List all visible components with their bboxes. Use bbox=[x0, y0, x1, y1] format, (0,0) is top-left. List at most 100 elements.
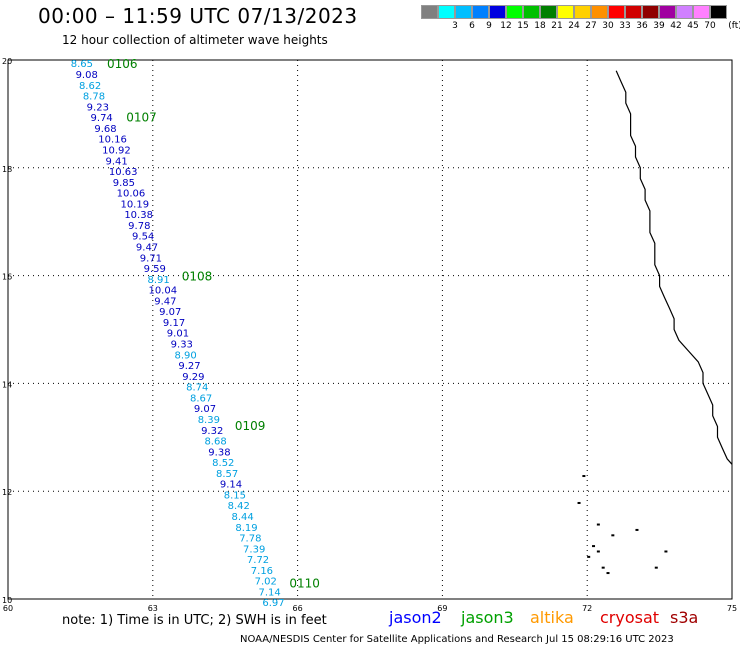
time-label: 0109 bbox=[235, 419, 266, 433]
wave-height-label: 9.14 bbox=[220, 480, 242, 491]
color-swatch bbox=[693, 5, 710, 19]
latitude-tick-label: 16 bbox=[2, 273, 12, 282]
map-subtitle: 12 hour collection of altimeter wave hei… bbox=[62, 33, 328, 47]
color-scale-tick: 39 bbox=[653, 21, 665, 31]
wave-height-label: 8.15 bbox=[224, 490, 246, 501]
wave-height-label: 7.16 bbox=[251, 566, 273, 577]
color-scale-tick: 30 bbox=[602, 21, 614, 31]
longitude-tick-label: 63 bbox=[148, 604, 158, 613]
wave-height-label: 9.32 bbox=[201, 426, 223, 437]
island bbox=[587, 555, 591, 558]
color-scale-tick: 9 bbox=[486, 21, 492, 31]
island bbox=[577, 501, 581, 504]
island bbox=[596, 523, 600, 526]
color-swatch bbox=[625, 5, 642, 19]
wave-height-label: 9.47 bbox=[136, 242, 158, 253]
color-swatch bbox=[540, 5, 557, 19]
color-scale-tick: 15 bbox=[517, 21, 529, 31]
wave-height-label: 7.14 bbox=[259, 587, 281, 598]
color-scale-tick: 36 bbox=[636, 21, 648, 31]
color-scale-tick: 21 bbox=[551, 21, 563, 31]
color-swatch bbox=[523, 5, 540, 19]
wave-height-label: 8.19 bbox=[235, 523, 257, 534]
color-swatch bbox=[489, 5, 506, 19]
color-scale-tick: 3 bbox=[452, 21, 458, 31]
wave-height-label: 9.68 bbox=[94, 124, 116, 135]
wave-height-label: 8.42 bbox=[228, 501, 250, 512]
wave-height-label: 10.63 bbox=[109, 167, 138, 178]
longitude-tick-label: 72 bbox=[582, 604, 592, 613]
wave-height-label: 10.38 bbox=[124, 210, 153, 221]
wave-height-label: 7.78 bbox=[239, 534, 261, 545]
wave-height-label: 8.90 bbox=[175, 350, 197, 361]
wave-height-label: 9.23 bbox=[87, 102, 109, 113]
wave-height-label: 9.33 bbox=[171, 340, 193, 351]
wave-height-label: 9.74 bbox=[91, 113, 113, 124]
wave-height-label: 10.19 bbox=[120, 199, 149, 210]
color-swatch bbox=[642, 5, 659, 19]
map-frame bbox=[7, 59, 733, 600]
color-scale-tick: 33 bbox=[619, 21, 631, 31]
time-label: 0110 bbox=[289, 576, 320, 590]
wave-height-label: 8.62 bbox=[79, 81, 101, 92]
wave-height-color-scale bbox=[421, 5, 727, 19]
wave-height-label: 9.41 bbox=[105, 156, 127, 167]
wave-height-label: 9.38 bbox=[208, 447, 230, 458]
color-swatch bbox=[421, 5, 438, 19]
color-scale-tick: 45 bbox=[687, 21, 699, 31]
wave-height-label: 9.07 bbox=[159, 307, 181, 318]
latitude-tick-label: 20 bbox=[2, 57, 12, 66]
color-scale-tick: 18 bbox=[534, 21, 546, 31]
island bbox=[596, 550, 600, 553]
island bbox=[654, 566, 658, 569]
island bbox=[582, 475, 586, 478]
color-swatch bbox=[608, 5, 625, 19]
color-swatch bbox=[676, 5, 693, 19]
coastline bbox=[615, 70, 733, 465]
color-swatch bbox=[506, 5, 523, 19]
map-title: 00:00 – 11:59 UTC 07/13/2023 bbox=[38, 4, 358, 28]
latitude-tick-label: 18 bbox=[2, 165, 12, 174]
color-swatch bbox=[557, 5, 574, 19]
wave-height-label: 9.71 bbox=[140, 253, 162, 264]
color-scale-tick: 24 bbox=[568, 21, 580, 31]
wave-height-label: 8.39 bbox=[198, 415, 220, 426]
wave-height-label: 7.02 bbox=[255, 577, 277, 588]
credit-line: NOAA/NESDIS Center for Satellite Applica… bbox=[240, 634, 674, 645]
island bbox=[664, 550, 668, 553]
color-scale-tick: 27 bbox=[585, 21, 597, 31]
color-swatch bbox=[455, 5, 472, 19]
wave-height-label: 9.08 bbox=[76, 70, 98, 81]
color-swatch bbox=[591, 5, 608, 19]
island bbox=[606, 572, 610, 575]
time-label: 0108 bbox=[182, 270, 213, 284]
time-label: 0106 bbox=[107, 57, 138, 71]
color-swatch bbox=[710, 5, 727, 19]
wave-height-label: 9.01 bbox=[167, 329, 189, 340]
wave-height-label: 10.92 bbox=[102, 145, 131, 156]
island bbox=[601, 566, 605, 569]
wave-height-label: 7.72 bbox=[247, 555, 269, 566]
mission-label-jason3: jason3 bbox=[461, 608, 514, 627]
wave-height-label: 9.27 bbox=[178, 361, 200, 372]
island bbox=[611, 534, 615, 537]
wave-height-label: 8.57 bbox=[216, 469, 238, 480]
wave-height-label: 8.68 bbox=[204, 437, 226, 448]
island bbox=[592, 545, 596, 548]
wave-height-label: 8.78 bbox=[83, 92, 105, 103]
mission-label-altika: altika bbox=[530, 608, 574, 627]
wave-height-label: 10.04 bbox=[148, 286, 177, 297]
time-label: 0107 bbox=[126, 111, 157, 125]
color-scale-unit: (ft) bbox=[728, 21, 740, 31]
wave-height-label: 9.07 bbox=[194, 404, 216, 415]
longitude-tick-label: 66 bbox=[293, 604, 303, 613]
footer-note: note: 1) Time is in UTC; 2) SWH is in fe… bbox=[62, 613, 327, 628]
wave-height-label: 8.67 bbox=[190, 393, 212, 404]
mission-label-s3a: s3a bbox=[670, 608, 699, 627]
color-swatch bbox=[472, 5, 489, 19]
island bbox=[635, 528, 639, 531]
color-scale-tick: 42 bbox=[670, 21, 682, 31]
wave-height-label: 9.54 bbox=[132, 232, 154, 243]
color-scale-tick: 6 bbox=[469, 21, 475, 31]
wave-height-label: 9.85 bbox=[113, 178, 135, 189]
